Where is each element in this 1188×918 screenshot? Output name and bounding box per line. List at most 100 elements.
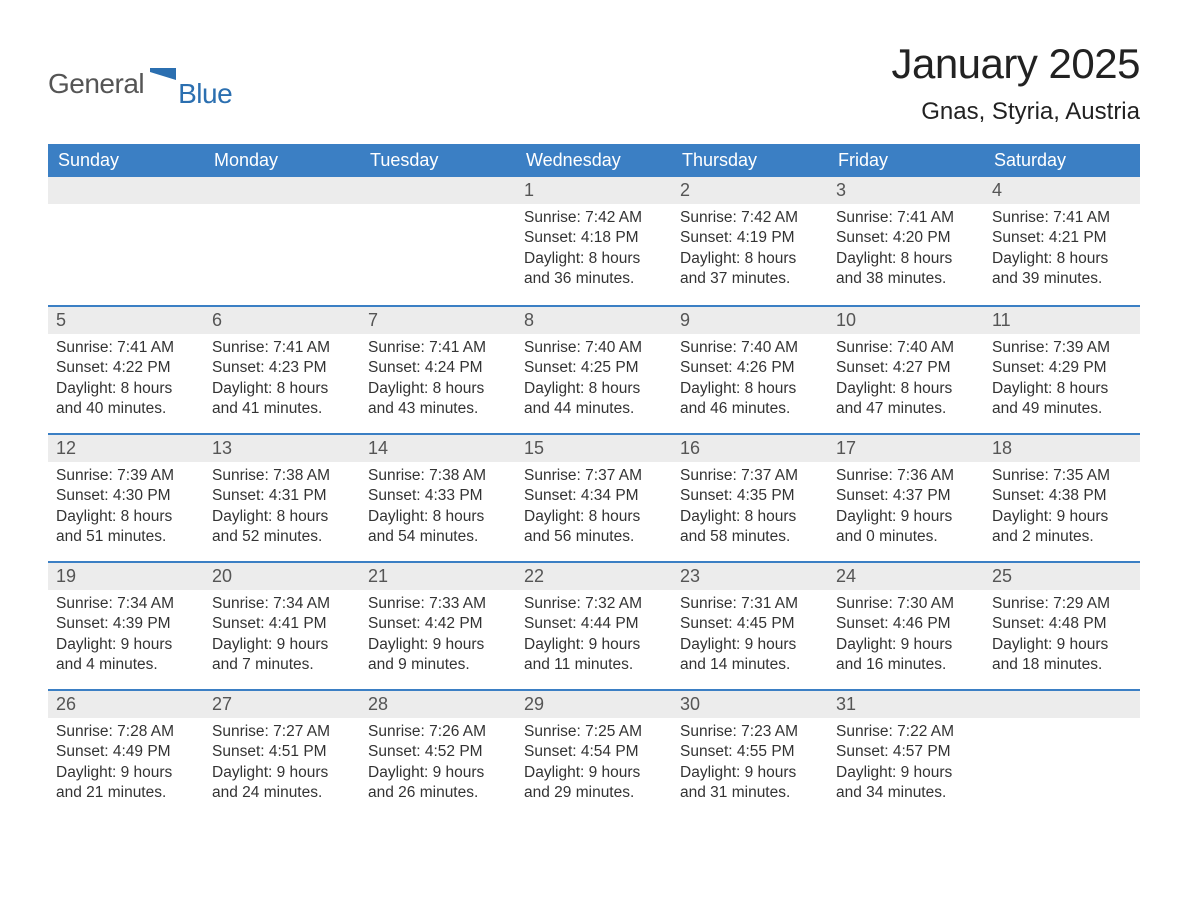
sunrise-line: Sunrise: 7:25 AM — [524, 722, 664, 742]
calendar-week-row: 1Sunrise: 7:42 AMSunset: 4:18 PMDaylight… — [48, 177, 1140, 305]
daylight-line-1: Daylight: 8 hours — [836, 379, 976, 399]
calendar-day-cell: 11Sunrise: 7:39 AMSunset: 4:29 PMDayligh… — [984, 305, 1140, 433]
day-number: 1 — [516, 177, 672, 204]
day-details: Sunrise: 7:36 AMSunset: 4:37 PMDaylight:… — [828, 462, 984, 558]
day-number: 20 — [204, 561, 360, 590]
sunrise-line: Sunrise: 7:36 AM — [836, 466, 976, 486]
day-details: Sunrise: 7:41 AMSunset: 4:20 PMDaylight:… — [828, 204, 984, 300]
sunset-line: Sunset: 4:29 PM — [992, 358, 1132, 378]
day-number: 4 — [984, 177, 1140, 204]
daylight-line-1: Daylight: 8 hours — [680, 379, 820, 399]
col-header-sunday: Sunday — [48, 144, 204, 177]
calendar-day-cell: 31Sunrise: 7:22 AMSunset: 4:57 PMDayligh… — [828, 689, 984, 817]
calendar-day-cell: 24Sunrise: 7:30 AMSunset: 4:46 PMDayligh… — [828, 561, 984, 689]
sunrise-line: Sunrise: 7:32 AM — [524, 594, 664, 614]
day-number: 5 — [48, 305, 204, 334]
sunrise-line: Sunrise: 7:42 AM — [524, 208, 664, 228]
day-number: 23 — [672, 561, 828, 590]
calendar-week-row: 12Sunrise: 7:39 AMSunset: 4:30 PMDayligh… — [48, 433, 1140, 561]
day-number: 13 — [204, 433, 360, 462]
calendar-day-cell: 26Sunrise: 7:28 AMSunset: 4:49 PMDayligh… — [48, 689, 204, 817]
daylight-line-2: and 18 minutes. — [992, 655, 1132, 675]
day-number: 14 — [360, 433, 516, 462]
sunrise-line: Sunrise: 7:41 AM — [368, 338, 508, 358]
daylight-line-1: Daylight: 8 hours — [992, 379, 1132, 399]
daylight-line-1: Daylight: 8 hours — [836, 249, 976, 269]
sunset-line: Sunset: 4:33 PM — [368, 486, 508, 506]
calendar-day-cell: 10Sunrise: 7:40 AMSunset: 4:27 PMDayligh… — [828, 305, 984, 433]
day-number: 21 — [360, 561, 516, 590]
daylight-line-2: and 56 minutes. — [524, 527, 664, 547]
day-details: Sunrise: 7:34 AMSunset: 4:39 PMDaylight:… — [48, 590, 204, 686]
sunrise-line: Sunrise: 7:38 AM — [368, 466, 508, 486]
calendar-day-cell: 1Sunrise: 7:42 AMSunset: 4:18 PMDaylight… — [516, 177, 672, 305]
logo-word-1: General — [48, 68, 144, 100]
sunrise-line: Sunrise: 7:27 AM — [212, 722, 352, 742]
sunrise-line: Sunrise: 7:38 AM — [212, 466, 352, 486]
day-number: 17 — [828, 433, 984, 462]
sunset-line: Sunset: 4:44 PM — [524, 614, 664, 634]
calendar-day-cell: 20Sunrise: 7:34 AMSunset: 4:41 PMDayligh… — [204, 561, 360, 689]
daylight-line-2: and 16 minutes. — [836, 655, 976, 675]
day-number: 31 — [828, 689, 984, 718]
sunset-line: Sunset: 4:38 PM — [992, 486, 1132, 506]
logo: General Blue — [48, 58, 232, 110]
daylight-line-2: and 36 minutes. — [524, 269, 664, 289]
calendar-day-cell: 2Sunrise: 7:42 AMSunset: 4:19 PMDaylight… — [672, 177, 828, 305]
sunset-line: Sunset: 4:24 PM — [368, 358, 508, 378]
sunrise-line: Sunrise: 7:31 AM — [680, 594, 820, 614]
daylight-line-2: and 52 minutes. — [212, 527, 352, 547]
sunrise-line: Sunrise: 7:40 AM — [680, 338, 820, 358]
daylight-line-2: and 21 minutes. — [56, 783, 196, 803]
day-number: 29 — [516, 689, 672, 718]
calendar-day-cell: 25Sunrise: 7:29 AMSunset: 4:48 PMDayligh… — [984, 561, 1140, 689]
sunset-line: Sunset: 4:45 PM — [680, 614, 820, 634]
day-details: Sunrise: 7:33 AMSunset: 4:42 PMDaylight:… — [360, 590, 516, 686]
calendar-day-cell: 13Sunrise: 7:38 AMSunset: 4:31 PMDayligh… — [204, 433, 360, 561]
calendar-day-cell: 19Sunrise: 7:34 AMSunset: 4:39 PMDayligh… — [48, 561, 204, 689]
sunset-line: Sunset: 4:55 PM — [680, 742, 820, 762]
day-details: Sunrise: 7:40 AMSunset: 4:27 PMDaylight:… — [828, 334, 984, 430]
daylight-line-2: and 39 minutes. — [992, 269, 1132, 289]
sunset-line: Sunset: 4:18 PM — [524, 228, 664, 248]
day-number: 27 — [204, 689, 360, 718]
day-number: 16 — [672, 433, 828, 462]
sunrise-line: Sunrise: 7:41 AM — [836, 208, 976, 228]
sunset-line: Sunset: 4:46 PM — [836, 614, 976, 634]
sunset-line: Sunset: 4:27 PM — [836, 358, 976, 378]
daylight-line-2: and 34 minutes. — [836, 783, 976, 803]
day-details: Sunrise: 7:42 AMSunset: 4:18 PMDaylight:… — [516, 204, 672, 300]
month-title: January 2025 — [891, 40, 1140, 88]
sunrise-line: Sunrise: 7:34 AM — [56, 594, 196, 614]
calendar-day-cell: 12Sunrise: 7:39 AMSunset: 4:30 PMDayligh… — [48, 433, 204, 561]
calendar-day-cell — [204, 177, 360, 305]
daylight-line-1: Daylight: 9 hours — [368, 635, 508, 655]
daylight-line-1: Daylight: 9 hours — [836, 763, 976, 783]
day-number: 8 — [516, 305, 672, 334]
day-details: Sunrise: 7:26 AMSunset: 4:52 PMDaylight:… — [360, 718, 516, 814]
sunrise-line: Sunrise: 7:26 AM — [368, 722, 508, 742]
daylight-line-1: Daylight: 8 hours — [524, 507, 664, 527]
calendar-day-cell: 5Sunrise: 7:41 AMSunset: 4:22 PMDaylight… — [48, 305, 204, 433]
daylight-line-1: Daylight: 8 hours — [680, 249, 820, 269]
daylight-line-1: Daylight: 9 hours — [680, 635, 820, 655]
sunset-line: Sunset: 4:25 PM — [524, 358, 664, 378]
daylight-line-2: and 58 minutes. — [680, 527, 820, 547]
col-header-wednesday: Wednesday — [516, 144, 672, 177]
day-details: Sunrise: 7:22 AMSunset: 4:57 PMDaylight:… — [828, 718, 984, 814]
day-details: Sunrise: 7:30 AMSunset: 4:46 PMDaylight:… — [828, 590, 984, 686]
daylight-line-2: and 37 minutes. — [680, 269, 820, 289]
daylight-line-1: Daylight: 9 hours — [836, 635, 976, 655]
location-subtitle: Gnas, Styria, Austria — [891, 98, 1140, 126]
day-number: 2 — [672, 177, 828, 204]
day-details: Sunrise: 7:40 AMSunset: 4:26 PMDaylight:… — [672, 334, 828, 430]
day-details: Sunrise: 7:32 AMSunset: 4:44 PMDaylight:… — [516, 590, 672, 686]
daylight-line-1: Daylight: 9 hours — [56, 635, 196, 655]
sunset-line: Sunset: 4:49 PM — [56, 742, 196, 762]
calendar-day-cell: 22Sunrise: 7:32 AMSunset: 4:44 PMDayligh… — [516, 561, 672, 689]
daylight-line-1: Daylight: 8 hours — [56, 507, 196, 527]
daylight-line-2: and 4 minutes. — [56, 655, 196, 675]
day-number — [204, 177, 360, 204]
daylight-line-2: and 9 minutes. — [368, 655, 508, 675]
calendar-day-cell: 23 Sunrise: 7:31 AMSunset: 4:45 PMDayligh… — [672, 561, 828, 689]
